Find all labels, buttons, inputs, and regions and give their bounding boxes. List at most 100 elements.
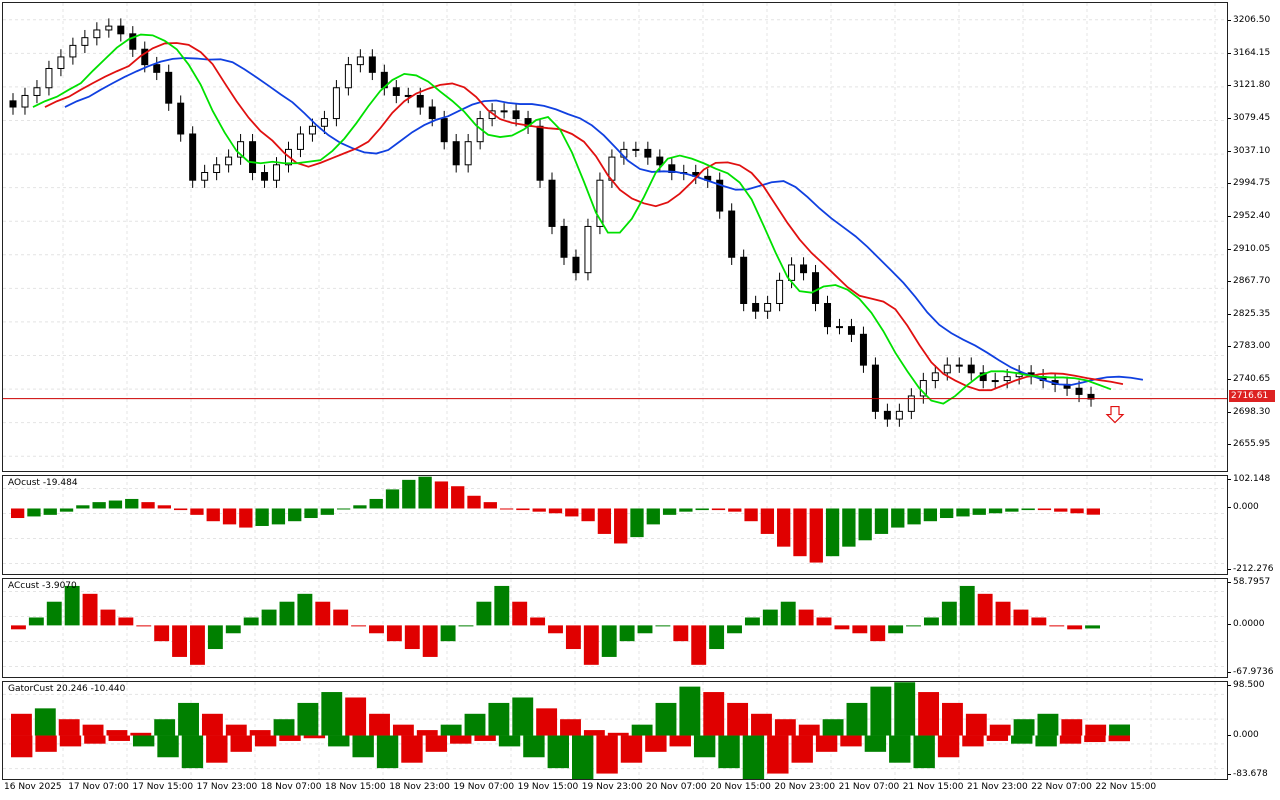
candle — [237, 141, 245, 158]
price-tick-label: 2740.65 — [1227, 374, 1271, 385]
time-tick-label: 21 Nov 23:00 — [967, 782, 1028, 792]
gator-indicator-pane[interactable]: GatorCust 20.246 -10.440 — [2, 681, 1228, 780]
histogram-bar — [118, 617, 134, 626]
gator-lower-bar — [376, 735, 399, 769]
time-tick-label: 17 Nov 23:00 — [196, 782, 258, 792]
time-axis: 16 Nov 2025 17 Nov 07:00 17 Nov 15:00 17 No… — [0, 780, 1230, 800]
histogram-bar — [834, 625, 850, 630]
ao-histogram-svg — [3, 476, 1227, 574]
ma-line-mid — [44, 42, 1124, 392]
histogram-bar — [386, 625, 402, 642]
histogram-bar — [27, 508, 41, 517]
gator-upper-bar — [11, 713, 32, 736]
price-tick-label: 3079.45 — [1227, 112, 1271, 123]
gator-indicator-title: GatorCust 20.246 -10.440 — [8, 684, 126, 694]
histogram-bar — [907, 508, 921, 525]
candle — [656, 156, 664, 166]
ac-indicator-pane[interactable]: ACcust -3.9070 — [2, 578, 1228, 678]
histogram-bar — [467, 495, 481, 509]
gator-upper-bar — [82, 724, 104, 736]
candle — [45, 67, 53, 89]
histogram-bar — [222, 508, 237, 525]
gator-upper-bar — [201, 713, 223, 736]
histogram-bar — [100, 609, 116, 626]
gator-upper-bar — [679, 686, 701, 736]
histogram-bar — [941, 601, 957, 626]
indicator-tick-label: 0.000 — [1228, 729, 1259, 740]
candle — [847, 326, 855, 335]
gator-lower-bar — [1011, 735, 1033, 744]
histogram-bar — [239, 508, 253, 528]
gator-upper-bar — [178, 702, 199, 736]
gator-lower-bar — [693, 735, 716, 758]
histogram-bar — [728, 508, 742, 512]
histogram-bar — [777, 508, 791, 547]
candle — [81, 37, 89, 46]
histogram-bar — [369, 625, 384, 634]
histogram-bar — [43, 508, 57, 515]
candle — [800, 264, 808, 274]
gator-upper-bar — [655, 702, 677, 736]
candle — [632, 148, 640, 151]
candle — [320, 118, 328, 127]
histogram-bar — [923, 508, 938, 522]
histogram-bar — [709, 625, 725, 650]
time-tick-label: 18 Nov 23:00 — [389, 782, 450, 792]
histogram-bar — [516, 508, 530, 511]
gator-lower-bar — [230, 735, 252, 752]
candle — [824, 302, 832, 328]
histogram-bar — [825, 508, 840, 557]
gator-upper-bar — [751, 713, 772, 736]
gator-upper-bar — [321, 692, 343, 736]
gator-upper-bar — [894, 682, 916, 736]
gator-upper-bar — [774, 719, 796, 736]
ao-indicator-pane[interactable]: AOcust -19.484 — [2, 475, 1228, 575]
ma-line-slow — [64, 57, 1144, 386]
histogram-bar — [581, 508, 595, 522]
sell-signal-arrow-icon — [1105, 405, 1125, 424]
gator-upper-bar — [1085, 724, 1107, 736]
histogram-bar — [1013, 609, 1029, 626]
gator-upper-bar — [965, 713, 987, 736]
price-tick-label: 3164.15 — [1227, 47, 1271, 58]
candle — [991, 380, 999, 383]
histogram-bar — [434, 481, 449, 509]
histogram-bar — [597, 508, 612, 534]
gator-lower-bar — [328, 735, 350, 747]
histogram-bar — [418, 476, 432, 509]
gator-lower-bar — [303, 735, 326, 739]
gator-lower-bar — [767, 735, 789, 774]
candle — [907, 395, 915, 412]
time-tick-label: 19 Nov 15:00 — [517, 782, 579, 792]
ac-indicator-title: ACcust -3.9070 — [8, 581, 77, 591]
histogram-bar — [512, 601, 528, 626]
candle — [979, 372, 987, 382]
histogram-bar — [972, 508, 986, 515]
gator-upper-bar — [798, 724, 820, 736]
candle — [644, 148, 652, 158]
gator-upper-bar — [918, 692, 940, 736]
histogram-bar — [125, 498, 139, 509]
gator-lower-bar — [157, 735, 179, 758]
histogram-bar — [271, 508, 286, 525]
price-chart-pane[interactable] — [2, 2, 1228, 472]
gator-upper-bar — [631, 724, 653, 736]
gator-lower-bar — [254, 735, 277, 747]
candle — [129, 33, 137, 50]
gator-lower-bar — [596, 735, 618, 774]
current-price-label: 2716.61 — [1229, 390, 1275, 402]
candle — [213, 164, 221, 174]
histogram-bar — [695, 508, 709, 511]
candle — [165, 71, 173, 104]
histogram-bar — [583, 625, 599, 665]
time-tick-label: 17 Nov 07:00 — [68, 782, 129, 792]
candle — [249, 141, 257, 174]
histogram-bar — [288, 508, 302, 522]
histogram-bar — [173, 508, 188, 511]
histogram-bar — [565, 625, 581, 650]
histogram-bar — [891, 508, 905, 528]
candle — [931, 372, 939, 382]
histogram-bar — [940, 508, 954, 519]
gator-lower-bar — [450, 735, 472, 744]
gator-upper-bar — [58, 719, 80, 736]
